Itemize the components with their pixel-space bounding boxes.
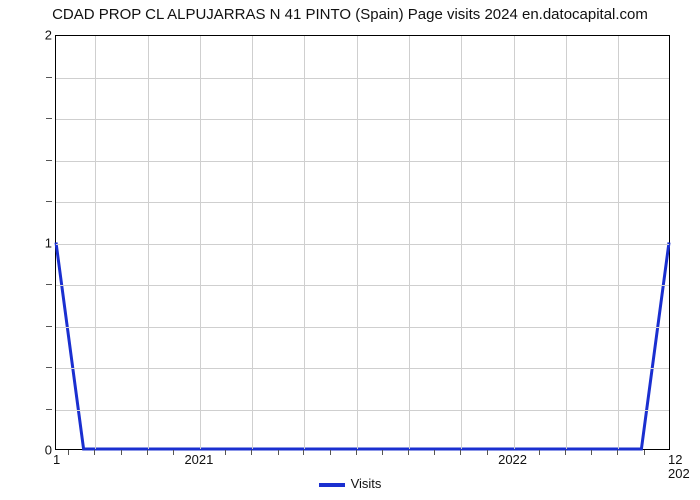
grid-line-vertical	[95, 36, 96, 449]
y-minor-tick	[46, 118, 52, 119]
grid-line-vertical	[304, 36, 305, 449]
x-tick-label: 2021	[184, 452, 213, 467]
grid-line-vertical	[514, 36, 515, 449]
x-minor-tick	[225, 450, 226, 455]
x-minor-tick	[539, 450, 540, 455]
x-minor-tick	[330, 450, 331, 455]
x-minor-tick	[147, 450, 148, 455]
y-tick-label: 1	[32, 235, 52, 250]
y-minor-tick	[46, 409, 52, 410]
x-minor-tick	[303, 450, 304, 455]
grid-line-horizontal-minor	[56, 368, 669, 369]
grid-line-vertical	[618, 36, 619, 449]
x-bottom-left-label: 1	[53, 452, 60, 467]
y-tick-label: 2	[32, 28, 52, 43]
legend: Visits	[0, 476, 700, 491]
x-minor-tick	[460, 450, 461, 455]
grid-line-vertical	[409, 36, 410, 449]
grid-line-vertical	[566, 36, 567, 449]
y-minor-tick	[46, 367, 52, 368]
x-minor-tick	[434, 450, 435, 455]
x-minor-tick	[251, 450, 252, 455]
chart-container: { "chart": { "type": "line", "title": "C…	[0, 0, 700, 500]
x-minor-tick	[356, 450, 357, 455]
y-minor-tick	[46, 77, 52, 78]
legend-label: Visits	[351, 476, 382, 491]
x-minor-tick	[278, 450, 279, 455]
plot-area	[55, 35, 670, 450]
x-minor-tick	[591, 450, 592, 455]
grid-line-vertical	[148, 36, 149, 449]
grid-line-vertical	[200, 36, 201, 449]
x-minor-tick	[565, 450, 566, 455]
x-bottom-right-label-top: 12	[668, 452, 682, 467]
grid-line-vertical	[357, 36, 358, 449]
x-minor-tick	[173, 450, 174, 455]
grid-line-horizontal-minor	[56, 285, 669, 286]
x-minor-tick	[68, 450, 69, 455]
x-minor-tick	[644, 450, 645, 455]
y-minor-tick	[46, 326, 52, 327]
y-minor-tick	[46, 284, 52, 285]
grid-line-horizontal	[56, 244, 669, 245]
grid-line-horizontal-minor	[56, 119, 669, 120]
x-minor-tick	[382, 450, 383, 455]
chart-title: CDAD PROP CL ALPUJARRAS N 41 PINTO (Spai…	[0, 6, 700, 23]
grid-line-horizontal-minor	[56, 410, 669, 411]
grid-line-horizontal-minor	[56, 327, 669, 328]
grid-line-horizontal-minor	[56, 161, 669, 162]
x-minor-tick	[121, 450, 122, 455]
grid-line-vertical	[461, 36, 462, 449]
y-tick-label: 0	[32, 443, 52, 458]
y-minor-tick	[46, 160, 52, 161]
x-minor-tick	[94, 450, 95, 455]
legend-swatch	[319, 483, 345, 487]
grid-line-vertical	[252, 36, 253, 449]
grid-line-horizontal-minor	[56, 78, 669, 79]
x-tick-label: 2022	[498, 452, 527, 467]
x-minor-tick	[617, 450, 618, 455]
y-minor-tick	[46, 201, 52, 202]
x-minor-tick	[408, 450, 409, 455]
grid-line-horizontal-minor	[56, 202, 669, 203]
x-minor-tick	[487, 450, 488, 455]
